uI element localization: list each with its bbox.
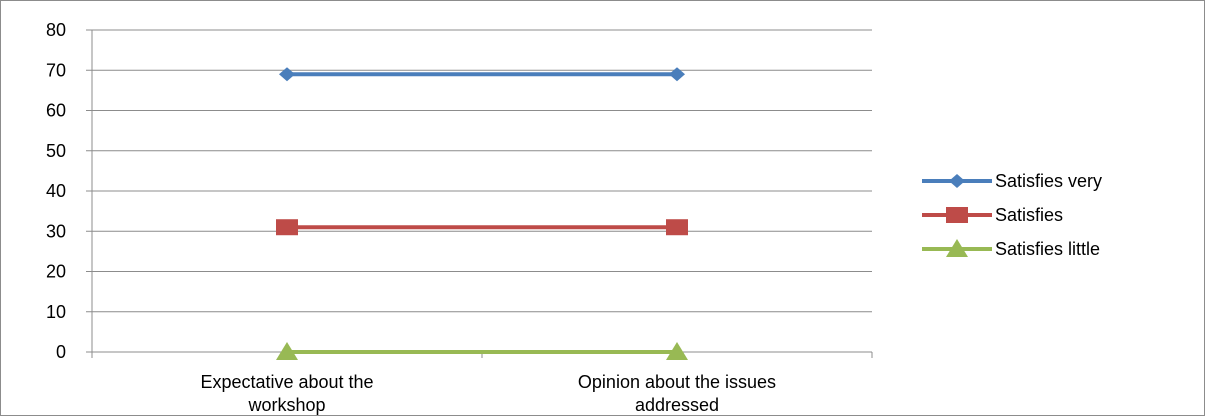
data-point (276, 219, 298, 236)
y-tick-label: 70 (46, 60, 66, 80)
data-point (669, 67, 685, 82)
legend-label: Satisfies little (995, 239, 1100, 259)
series (276, 67, 688, 360)
axes (86, 29, 873, 358)
legend-label: Satisfies (995, 205, 1063, 225)
x-category-label: Opinion about the issues addressed (578, 372, 776, 415)
grid (92, 29, 872, 313)
y-tick-label: 40 (46, 181, 66, 201)
legend-marker (946, 239, 968, 257)
data-point (666, 342, 688, 360)
legend-marker (946, 207, 968, 223)
y-tick-label: 10 (46, 302, 66, 322)
y-tick-label: 30 (46, 221, 66, 241)
legend: Satisfies very Satisfies Satisfies little (922, 171, 1102, 259)
y-tick-label: 20 (46, 262, 66, 282)
x-category-label: Expectative about the workshop (200, 372, 373, 415)
legend-label: Satisfies very (995, 171, 1102, 191)
y-tick-label: 80 (46, 20, 66, 40)
data-point (279, 67, 295, 82)
y-tick-label: 60 (46, 101, 66, 121)
y-tick-label: 50 (46, 141, 66, 161)
data-point (666, 219, 688, 236)
labels: 0 10 20 30 40 50 60 70 80 Expectative about the wo… (46, 20, 776, 415)
y-tick-label: 0 (56, 342, 66, 362)
data-point (276, 342, 298, 360)
legend-marker (949, 174, 965, 188)
